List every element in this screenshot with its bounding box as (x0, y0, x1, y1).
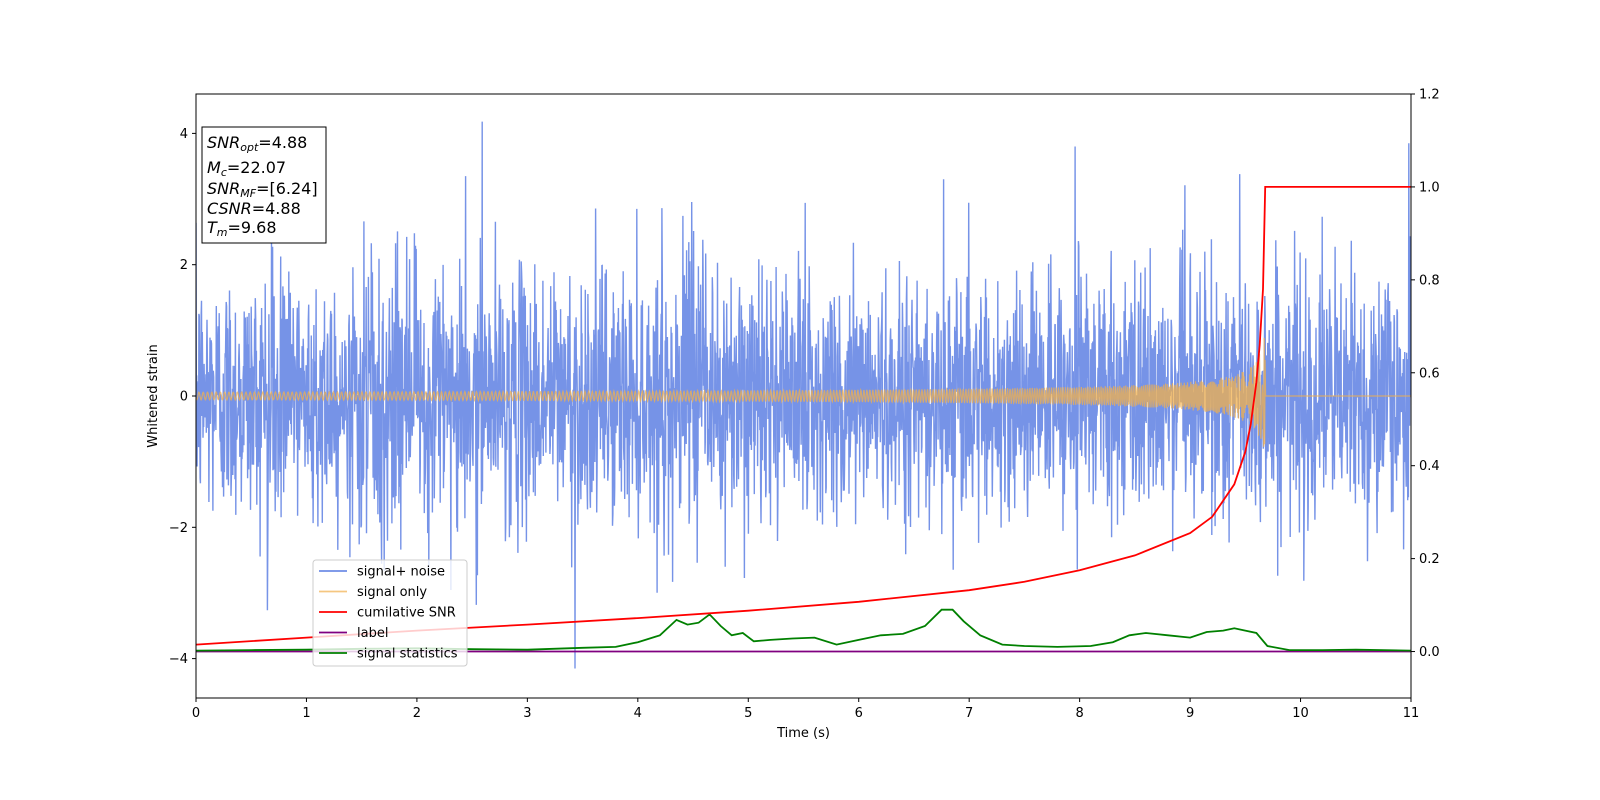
signal-plus-noise-line (196, 121, 1411, 669)
y2-tick-label: 1.2 (1419, 88, 1440, 103)
x-tick-label: 3 (523, 706, 531, 721)
axes: 0 1 2 3 4 5 6 7 8 9 10 11 4 2 0 −2 −4 1.2 1.0 0.8 0.6 0.4 0.2 0… (146, 88, 1440, 742)
info-subscript: opt (240, 141, 259, 154)
y2-tick-label: 0.2 (1419, 552, 1440, 567)
snr-opt-value: SNRopt=4.88 (207, 133, 307, 154)
x-tick-label: 0 (192, 706, 200, 721)
x-tick-label: 11 (1403, 706, 1420, 721)
legend-frame (312, 559, 468, 667)
x-axis-title: Time (s) (776, 726, 830, 741)
x-tick-label: 4 (634, 706, 642, 721)
snr-mf-value: SNRMF=[6.24] (207, 179, 318, 200)
y-tick-label: 4 (180, 127, 188, 142)
info-box: SNRopt=4.88Mc=22.07SNRMF=[6.24]CSNR=4.88… (201, 126, 327, 244)
legend-signal-only-label: signal only (357, 585, 427, 600)
info-symbol: M (207, 158, 221, 177)
y-tick-label: 2 (180, 258, 188, 273)
x-tick-label: 1 (302, 706, 310, 721)
info-symbol: T (207, 218, 218, 237)
info-value: =4.88 (252, 199, 301, 218)
x-tick-label: 9 (1186, 706, 1194, 721)
x-tick-label: 10 (1292, 706, 1309, 721)
y-axis-title: Whitened strain (146, 344, 161, 447)
y2-tick-label: 0.0 (1419, 645, 1440, 660)
info-value: =22.07 (227, 158, 286, 177)
x-tick-label: 6 (855, 706, 863, 721)
info-subscript: c (221, 166, 227, 179)
csnr-value: CSNR=4.88 (207, 199, 301, 218)
info-value: =4.88 (258, 133, 307, 152)
merger-time-value: Tm=9.68 (207, 218, 277, 239)
legend-cumulative-snr-label: cumilative SNR (357, 606, 456, 621)
x-tick-label: 7 (965, 706, 973, 721)
cumulative-snr-line (196, 186, 1411, 646)
y-tick-label: 0 (180, 390, 188, 405)
legend-signal-statistics-label: signal statistics (357, 647, 458, 662)
info-symbol: CSNR (207, 199, 252, 218)
chirp-mass-value: Mc=22.07 (207, 158, 286, 179)
y2-tick-label: 0.4 (1419, 459, 1440, 474)
info-symbol: SNR (207, 179, 240, 198)
info-value: =[6.24] (256, 179, 318, 198)
x-tick-label: 2 (413, 706, 421, 721)
x-tick-label: 8 (1075, 706, 1083, 721)
info-subscript: MF (240, 187, 256, 200)
y2-tick-label: 0.8 (1419, 273, 1440, 288)
y2-tick-label: 0.6 (1419, 366, 1440, 381)
info-box-frame (201, 126, 327, 244)
info-subscript: m (217, 226, 228, 239)
legend-signal-noise-label: signal+ noise (357, 565, 445, 580)
signal-statistics-line (196, 608, 1411, 652)
legend-label-label: label (357, 626, 388, 641)
y-tick-label: −2 (169, 521, 188, 536)
signal-only-line (196, 337, 1411, 447)
legend: signal+ noise signal only cumilative SNR la… (312, 559, 468, 667)
info-value: =9.68 (228, 218, 277, 237)
y2-tick-label: 1.0 (1419, 180, 1440, 195)
y-tick-label: −4 (169, 652, 188, 667)
info-symbol: SNR (207, 133, 240, 152)
x-tick-label: 5 (744, 706, 752, 721)
